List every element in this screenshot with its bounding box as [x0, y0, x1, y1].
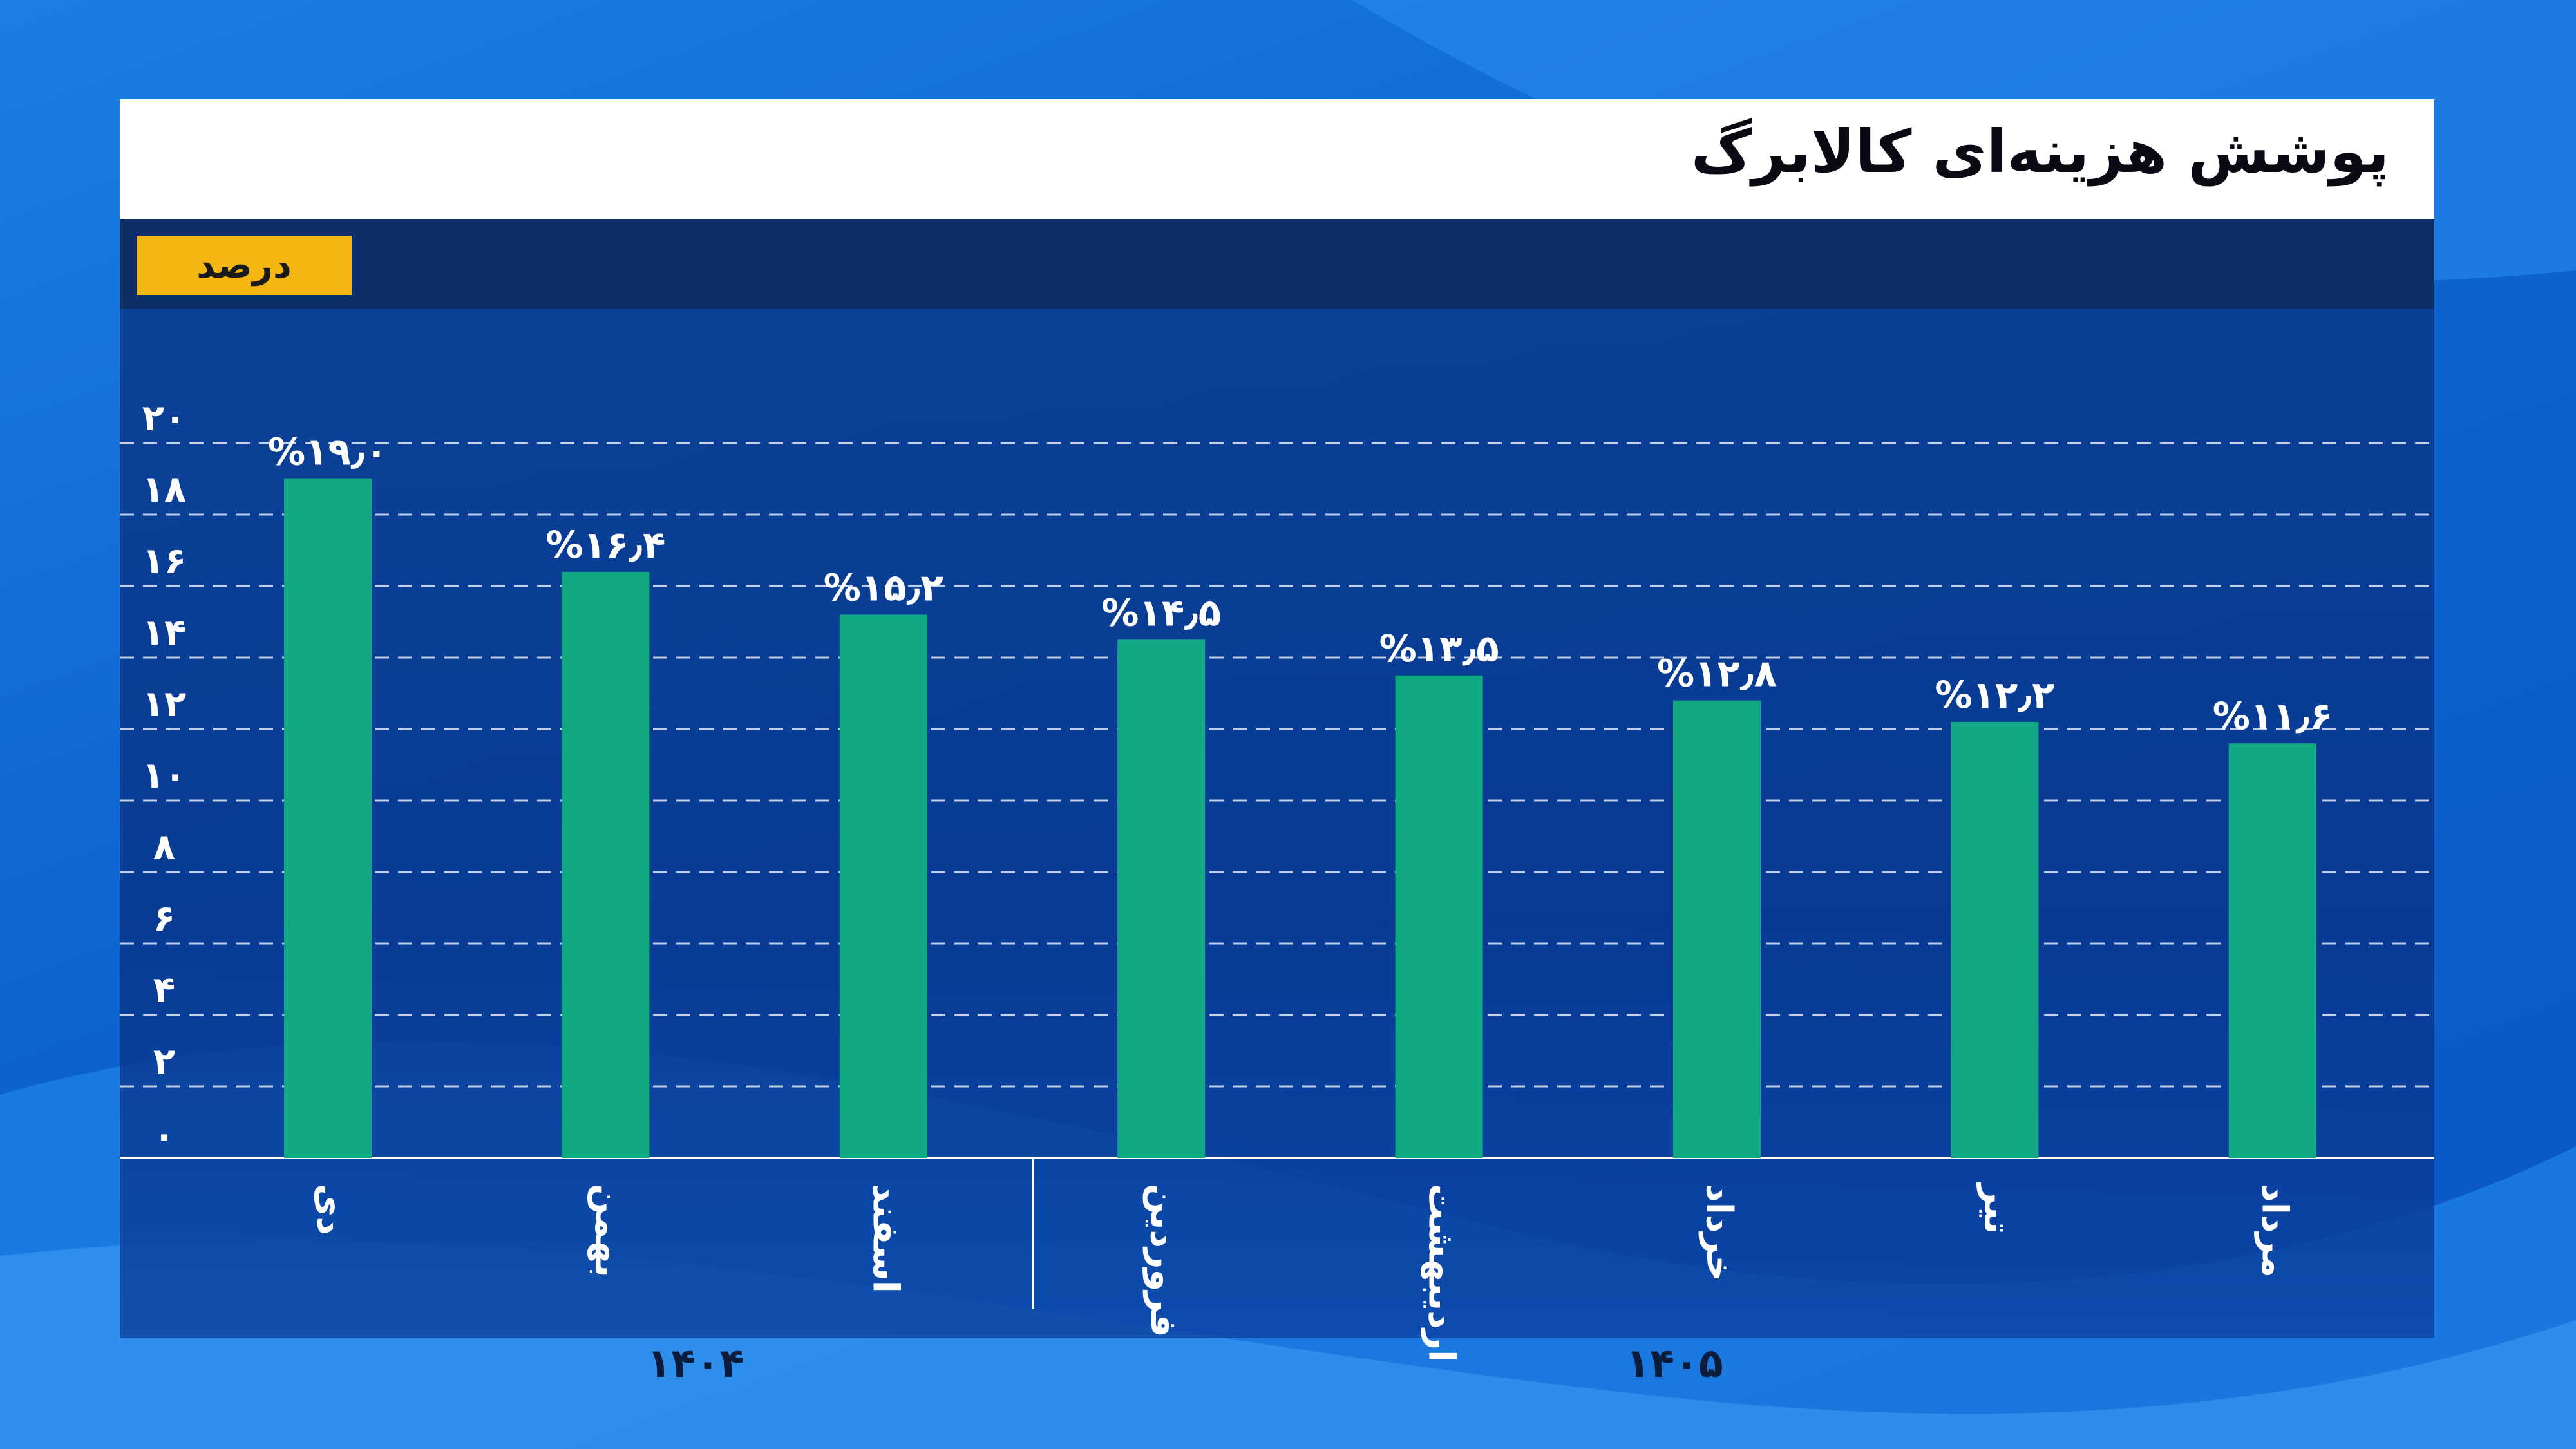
bar-value-label: %۱۹٫۰: [268, 430, 388, 474]
y-tick-label: ۱۰: [142, 755, 186, 797]
bar-value-label: %۱۱٫۶: [2213, 694, 2333, 738]
y-tick-label: ۶: [153, 898, 175, 940]
x-category-label: اسفند: [865, 1184, 907, 1293]
unit-badge: درصد: [137, 236, 352, 295]
bar: [839, 614, 927, 1158]
x-category-label: مرداد: [2254, 1184, 2296, 1278]
bar-value-label: %۱۶٫۴: [545, 523, 665, 567]
y-tick-label: ۱۴: [142, 612, 186, 654]
y-tick-label: ۸: [153, 826, 175, 868]
bar: [2228, 743, 2316, 1158]
y-tick-label: ۰: [153, 1115, 175, 1157]
x-category-label: تیر: [1976, 1182, 2018, 1235]
y-tick-label: ۲: [153, 1041, 175, 1083]
y-tick-label: ۱۲: [142, 683, 186, 725]
bar-value-label: %۱۲٫۸: [1657, 652, 1777, 696]
x-category-label: دی: [309, 1184, 351, 1235]
y-tick-label: ۴: [153, 969, 175, 1011]
x-category-label: اردیبهشت: [1420, 1184, 1462, 1362]
bar-value-label: %۱۴٫۵: [1101, 591, 1221, 634]
y-tick-label: ۲۰: [142, 397, 186, 439]
bar-value-label: %۱۲٫۲: [1935, 673, 2054, 717]
bar-value-label: %۱۳٫۵: [1379, 627, 1499, 670]
plot-panel: [120, 309, 2434, 1338]
y-tick-label: ۱۸: [142, 469, 186, 511]
bar: [1117, 639, 1206, 1158]
x-category-label: خرداد: [1698, 1184, 1740, 1282]
bar: [1673, 700, 1761, 1158]
x-category-label: فروردین: [1142, 1184, 1184, 1338]
x-category-label: بهمن: [587, 1184, 629, 1278]
bar: [284, 478, 372, 1158]
bar: [1395, 675, 1483, 1158]
chart-title: پوشش هزینه‌ای کالابرگ: [1690, 117, 2389, 186]
bar: [562, 571, 650, 1158]
year-group-label: ۱۴۰۵: [1625, 1340, 1723, 1387]
year-group-label: ۱۴۰۴: [647, 1340, 744, 1387]
bar-value-label: %۱۵٫۲: [824, 565, 943, 609]
unit-band: درصد: [120, 219, 2434, 309]
bar: [1951, 721, 2039, 1158]
y-tick-label: ۱۶: [142, 540, 186, 582]
title-bar: پوشش هزینه‌ای کالابرگ: [120, 99, 2434, 219]
